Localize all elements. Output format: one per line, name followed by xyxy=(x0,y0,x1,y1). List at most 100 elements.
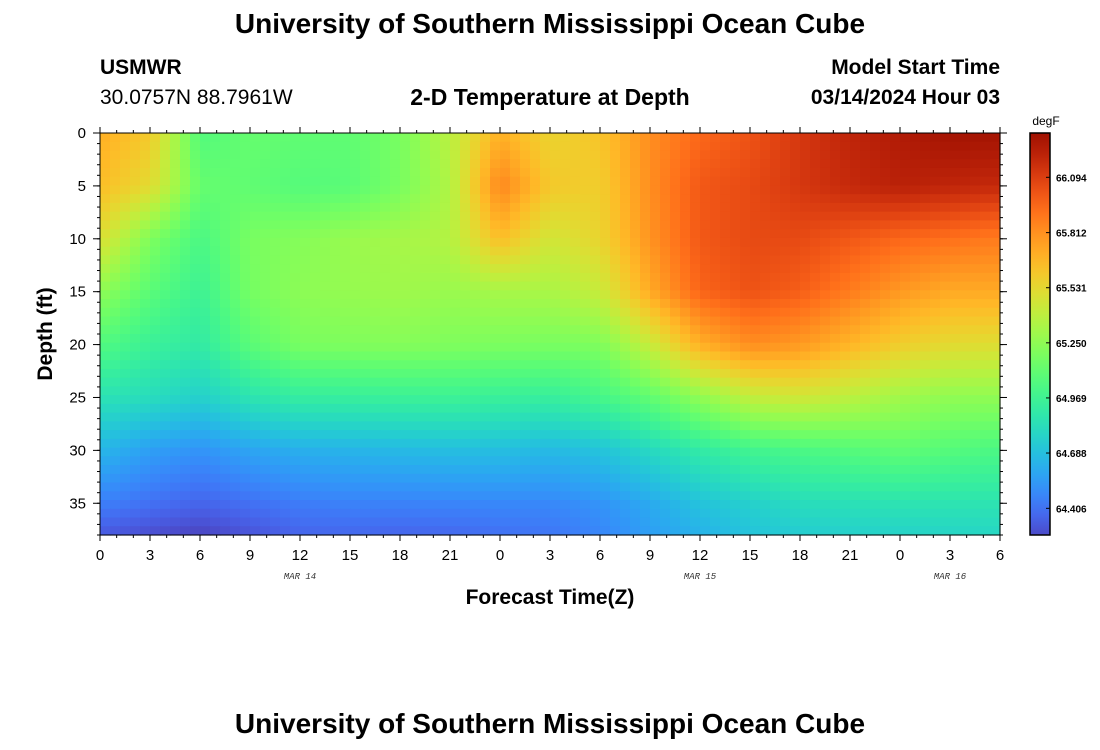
heatmap-cell xyxy=(590,334,601,344)
heatmap-cell xyxy=(340,229,351,239)
heatmap-cell xyxy=(560,307,571,318)
heatmap-cell xyxy=(230,456,241,466)
heatmap-cell xyxy=(130,264,141,274)
heatmap-cell xyxy=(760,211,771,221)
heatmap-cell xyxy=(980,246,991,256)
heatmap-cell xyxy=(680,159,691,169)
heatmap-cell xyxy=(190,377,201,388)
heatmap-cell xyxy=(940,342,951,353)
heatmap-cell xyxy=(790,368,801,379)
heatmap-cell xyxy=(200,351,211,361)
heatmap-cell xyxy=(250,421,261,431)
heatmap-cell xyxy=(310,176,321,187)
heatmap-cell xyxy=(250,307,261,318)
heatmap-cell xyxy=(120,412,131,422)
heatmap-cell xyxy=(980,508,991,519)
heatmap-cell xyxy=(390,377,401,388)
heatmap-cell xyxy=(260,517,271,527)
heatmap-cell xyxy=(360,412,371,422)
heatmap-cell xyxy=(690,368,701,379)
heatmap-cell xyxy=(570,133,581,143)
heatmap-cell xyxy=(170,351,181,361)
heatmap-cell xyxy=(480,176,491,187)
heatmap-cell xyxy=(100,325,111,335)
heatmap-cell xyxy=(560,447,571,457)
heatmap-cell xyxy=(350,281,361,291)
heatmap-cell xyxy=(600,229,611,239)
heatmap-cell xyxy=(260,491,271,501)
heatmap-cell xyxy=(740,246,751,256)
heatmap-cell xyxy=(510,220,521,230)
heatmap-cell xyxy=(950,246,961,256)
heatmap-cell xyxy=(230,395,241,405)
heatmap-cell xyxy=(290,517,301,527)
heatmap-cell xyxy=(810,202,821,213)
heatmap-cell xyxy=(630,272,641,283)
heatmap-cell xyxy=(770,246,781,256)
heatmap-cell xyxy=(430,176,441,187)
heatmap-cell xyxy=(690,167,701,178)
heatmap-cell xyxy=(280,167,291,178)
heatmap-cell xyxy=(380,334,391,344)
heatmap-cell xyxy=(110,377,121,388)
heatmap-cell xyxy=(580,403,591,414)
heatmap-cell xyxy=(980,395,991,405)
heatmap-cell xyxy=(800,500,811,510)
heatmap-cell xyxy=(660,412,671,422)
heatmap-cell xyxy=(960,237,971,248)
heatmap-cell xyxy=(300,430,311,440)
heatmap-cell xyxy=(900,281,911,291)
heatmap-cell xyxy=(500,351,511,361)
heatmap-cell xyxy=(850,334,861,344)
heatmap-cell xyxy=(340,281,351,291)
heatmap-cell xyxy=(980,237,991,248)
heatmap-cell xyxy=(420,517,431,527)
heatmap-cell xyxy=(880,482,891,492)
heatmap-cell xyxy=(400,246,411,256)
heatmap-cell xyxy=(290,229,301,239)
heatmap-cell xyxy=(290,237,301,248)
heatmap-cell xyxy=(240,167,251,178)
heatmap-cell xyxy=(820,237,831,248)
heatmap-cell xyxy=(290,246,301,256)
heatmap-cell xyxy=(430,202,441,213)
heatmap-cell xyxy=(150,456,161,466)
heatmap-cell xyxy=(930,325,941,335)
heatmap-cell xyxy=(410,316,421,326)
heatmap-cell xyxy=(840,220,851,230)
heatmap-cell xyxy=(570,526,581,536)
heatmap-cell xyxy=(190,194,201,204)
heatmap-cell xyxy=(720,185,731,195)
heatmap-cell xyxy=(230,412,241,422)
heatmap-cell xyxy=(350,517,361,527)
heatmap-cell xyxy=(160,395,171,405)
heatmap-cell xyxy=(600,412,611,422)
heatmap-cell xyxy=(860,299,871,309)
heatmap-cell xyxy=(770,351,781,361)
heatmap-cell xyxy=(510,360,521,370)
heatmap-cell xyxy=(690,351,701,361)
heatmap-cell xyxy=(760,237,771,248)
heatmap-cell xyxy=(680,377,691,388)
heatmap-cell xyxy=(350,220,361,230)
heatmap-cell xyxy=(850,508,861,519)
heatmap-cell xyxy=(410,185,421,195)
heatmap-cell xyxy=(280,342,291,353)
heatmap-cell xyxy=(160,386,171,396)
heatmap-cell xyxy=(470,430,481,440)
heatmap-cell xyxy=(970,342,981,353)
heatmap-cell xyxy=(170,159,181,169)
heatmap-cell xyxy=(610,316,621,326)
heatmap-cell xyxy=(630,395,641,405)
heatmap-cell xyxy=(200,307,211,318)
heatmap-cell xyxy=(400,194,411,204)
heatmap-cell xyxy=(450,167,461,178)
heatmap-cell xyxy=(180,220,191,230)
heatmap-cell xyxy=(340,412,351,422)
heatmap-cell xyxy=(570,150,581,160)
heatmap-cell xyxy=(140,430,151,440)
heatmap-cell xyxy=(730,491,741,501)
heatmap-cell xyxy=(190,386,201,396)
heatmap-cell xyxy=(480,473,491,484)
heatmap-cell xyxy=(900,491,911,501)
